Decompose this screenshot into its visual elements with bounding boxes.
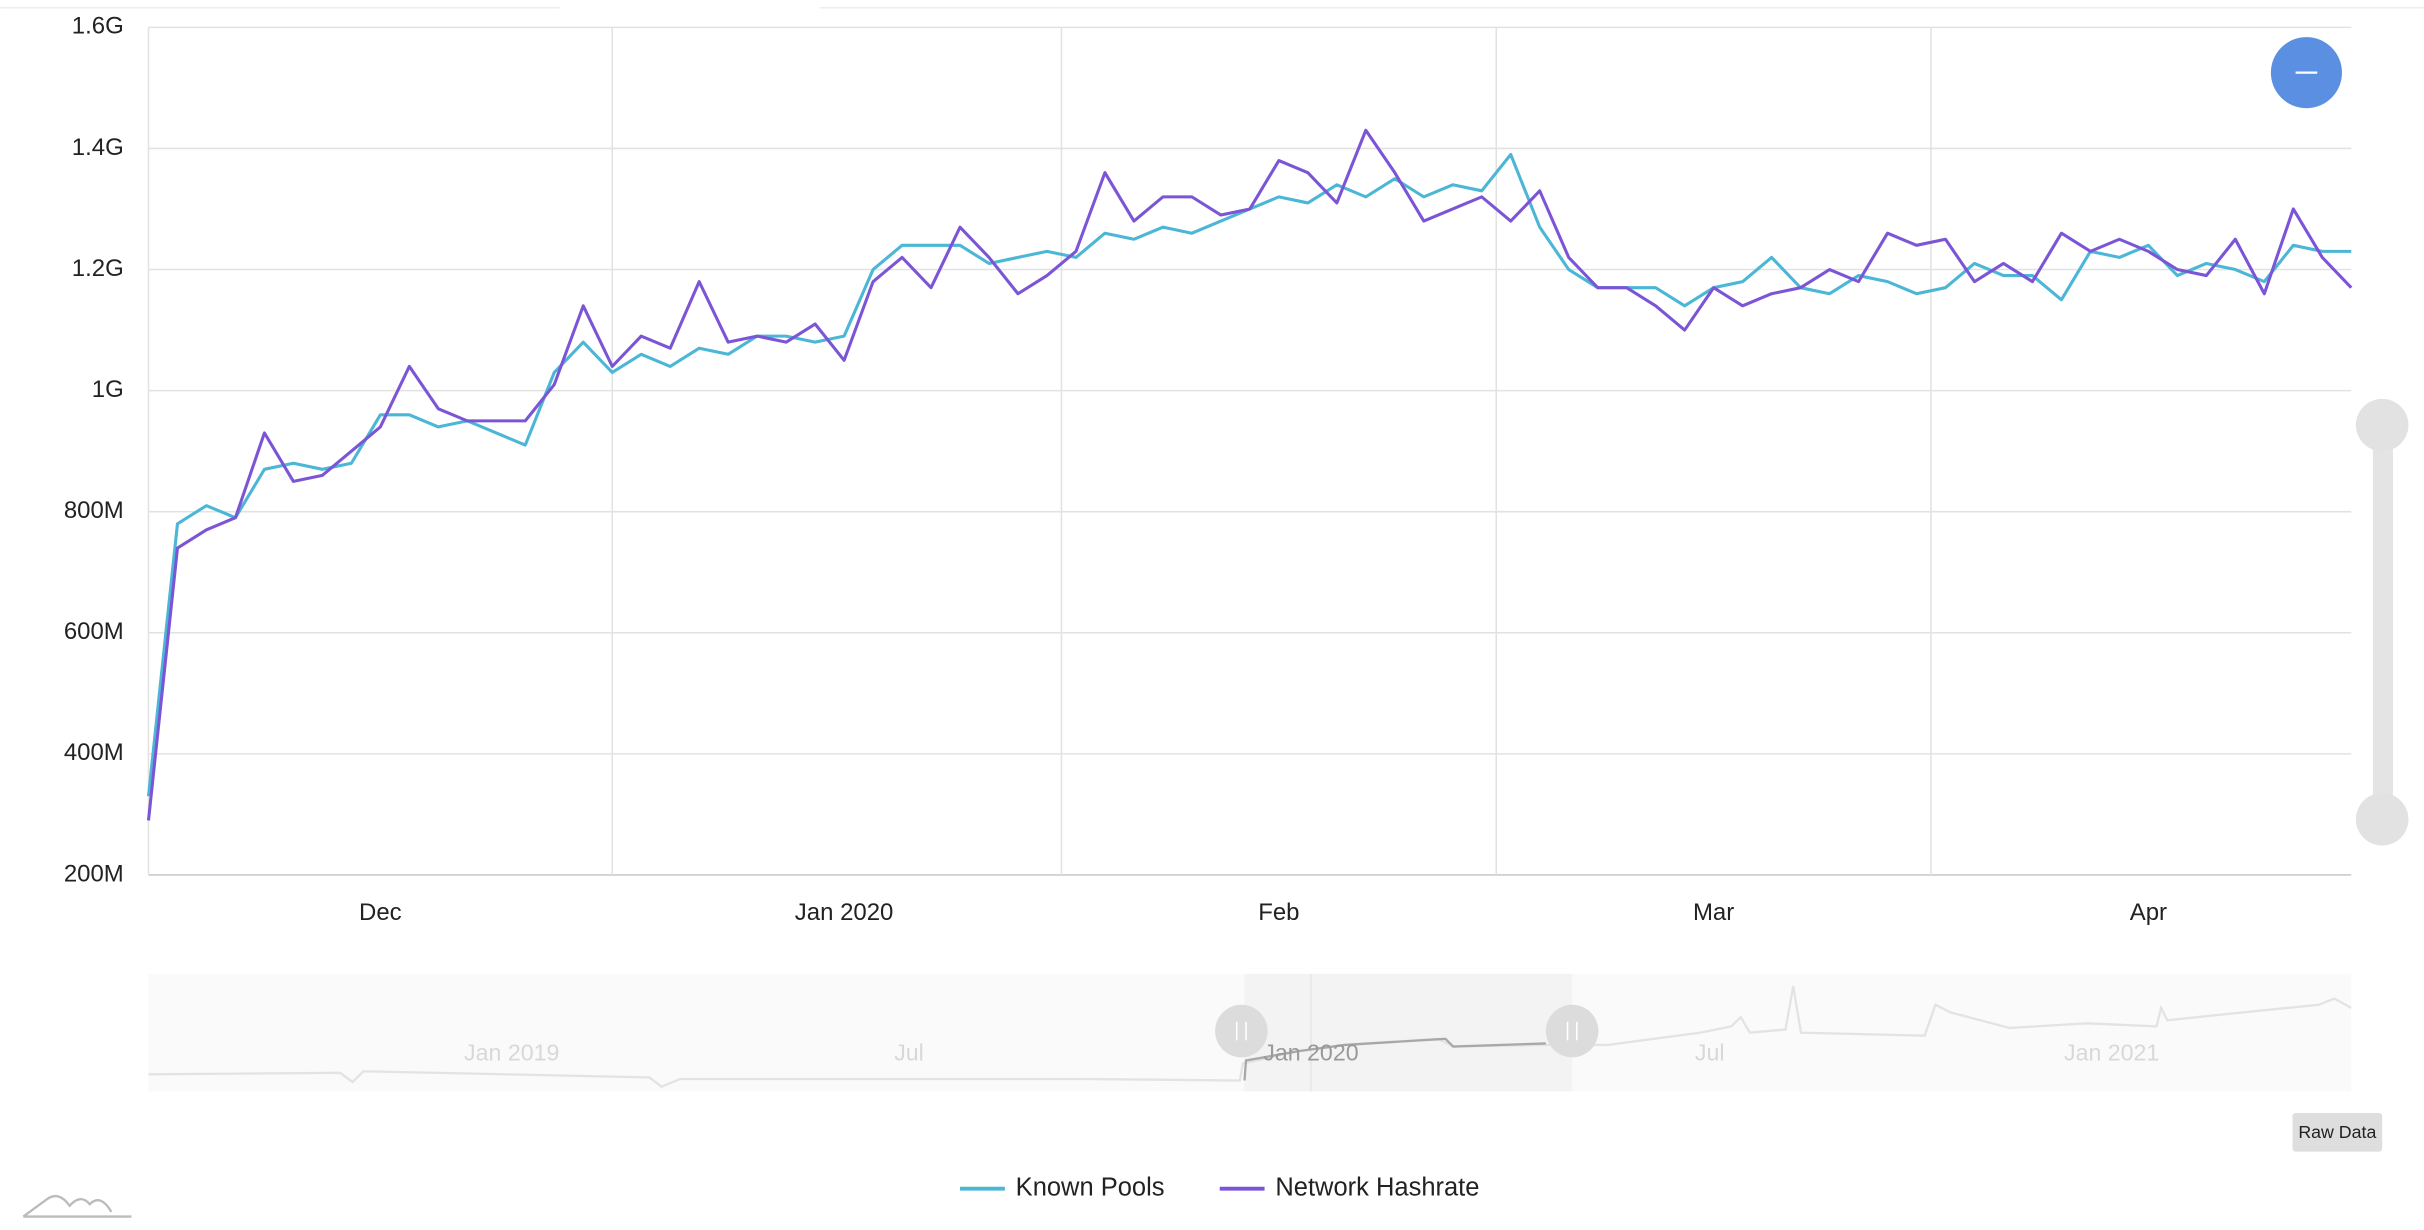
- raw-data-button[interactable]: Raw Data: [2292, 1112, 2383, 1152]
- navigator-label: Jul: [1695, 1039, 1725, 1065]
- navigator-label: Jan 2021: [2064, 1039, 2159, 1065]
- y-tick-label: 1G: [92, 376, 124, 403]
- series-line: [146, 128, 2353, 821]
- x-tick-label: Mar: [1693, 899, 1734, 926]
- navigator-label: Jan 2019: [464, 1039, 559, 1065]
- navigator-series: [148, 986, 2352, 1089]
- navigator-handle[interactable]: [1215, 1004, 1268, 1058]
- raw-data-button-bg[interactable]: [2292, 1112, 2383, 1152]
- y-tick-label: 1.4G: [72, 134, 124, 161]
- logo: [22, 1194, 132, 1218]
- x-tick-label: Feb: [1258, 899, 1299, 926]
- y-tick-label: 800M: [64, 497, 124, 524]
- zoom-out-button[interactable]: [2270, 37, 2342, 109]
- x-tick-label: Jan 2020: [795, 899, 894, 926]
- navigator-series-selected: [1243, 1037, 1546, 1081]
- legend-label[interactable]: Network Hashrate: [1275, 1173, 1479, 1201]
- navigator-label: Jul: [894, 1039, 924, 1065]
- scrollbar-handle[interactable]: [2355, 792, 2409, 846]
- raw-data-button-label[interactable]: Raw Data: [2298, 1122, 2376, 1142]
- scrollbar-track[interactable]: [2372, 425, 2393, 820]
- legend: Known Pools Network Hashrate: [960, 1173, 1479, 1201]
- y-tick-label: 1.6G: [72, 13, 124, 40]
- navigator-labels: Jan 2019 Jul Jan 2020 Jul Jan 2021: [464, 1039, 2159, 1065]
- x-tick-label: Apr: [2130, 899, 2167, 926]
- legend-label[interactable]: Known Pools: [1016, 1173, 1165, 1201]
- navigator-handle[interactable]: [1545, 1004, 1599, 1058]
- y-tick-label: 1.2G: [72, 255, 124, 282]
- y-tick-label: 600M: [64, 618, 124, 645]
- plot-area: 200M 400M 600M 800M 1G 1.2G 1.4G 1.6G Dec Jan 202…: [64, 13, 2353, 926]
- series-line: [146, 152, 2352, 797]
- navigator-selection[interactable]: [1244, 973, 1573, 1092]
- y-tick-label: 200M: [64, 860, 124, 887]
- x-tick-label: Dec: [359, 899, 402, 926]
- y-tick-label: 400M: [64, 739, 124, 766]
- navigator-label: Jan 2020: [1263, 1039, 1358, 1065]
- scrollbar-handle[interactable]: [2355, 398, 2409, 452]
